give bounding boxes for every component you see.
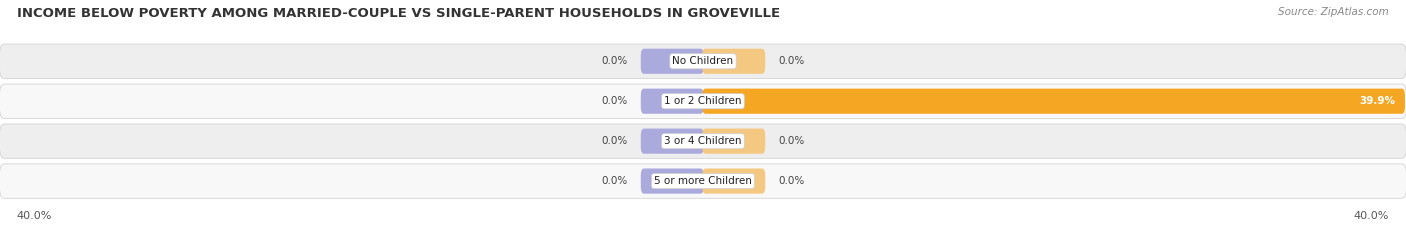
FancyBboxPatch shape xyxy=(641,49,704,74)
FancyBboxPatch shape xyxy=(703,89,1405,114)
FancyBboxPatch shape xyxy=(641,129,704,154)
FancyBboxPatch shape xyxy=(703,129,765,154)
Text: 0.0%: 0.0% xyxy=(779,136,804,146)
Text: 0.0%: 0.0% xyxy=(602,56,627,66)
Text: 0.0%: 0.0% xyxy=(602,176,627,186)
FancyBboxPatch shape xyxy=(703,49,765,74)
FancyBboxPatch shape xyxy=(641,168,704,194)
Text: No Children: No Children xyxy=(672,56,734,66)
Text: 0.0%: 0.0% xyxy=(779,176,804,186)
Text: INCOME BELOW POVERTY AMONG MARRIED-COUPLE VS SINGLE-PARENT HOUSEHOLDS IN GROVEVI: INCOME BELOW POVERTY AMONG MARRIED-COUPL… xyxy=(17,7,780,20)
FancyBboxPatch shape xyxy=(641,89,704,114)
FancyBboxPatch shape xyxy=(0,124,1406,158)
Text: 3 or 4 Children: 3 or 4 Children xyxy=(664,136,742,146)
Text: Source: ZipAtlas.com: Source: ZipAtlas.com xyxy=(1278,7,1389,17)
Text: 0.0%: 0.0% xyxy=(602,96,627,106)
Text: 1 or 2 Children: 1 or 2 Children xyxy=(664,96,742,106)
Text: 40.0%: 40.0% xyxy=(17,211,52,221)
FancyBboxPatch shape xyxy=(703,168,765,194)
FancyBboxPatch shape xyxy=(0,84,1406,118)
Text: 0.0%: 0.0% xyxy=(779,56,804,66)
FancyBboxPatch shape xyxy=(0,164,1406,198)
Text: 0.0%: 0.0% xyxy=(602,136,627,146)
Text: 39.9%: 39.9% xyxy=(1360,96,1395,106)
Text: 40.0%: 40.0% xyxy=(1354,211,1389,221)
Text: 5 or more Children: 5 or more Children xyxy=(654,176,752,186)
FancyBboxPatch shape xyxy=(0,44,1406,79)
